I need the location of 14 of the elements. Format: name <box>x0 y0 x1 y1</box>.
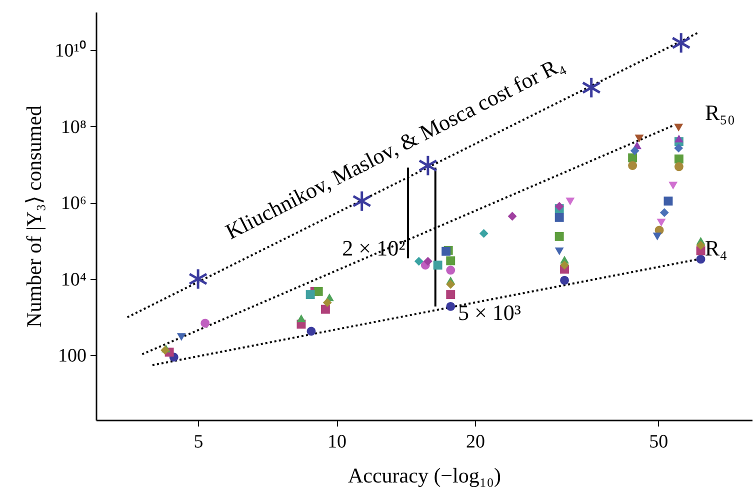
x-axis-title: Accuracy (−log₁₀) <box>348 464 502 488</box>
y-tick-label: 10⁶ <box>60 193 86 214</box>
annotation: 5 × 10³ <box>458 300 522 325</box>
x-tick-label: 50 <box>649 432 668 452</box>
y-tick-label: 10¹⁰ <box>54 40 86 62</box>
y-axis-title: Number of |Y₃⟩ consumed <box>22 105 46 328</box>
annotation: R₅₀ <box>705 100 736 125</box>
y-tick-label: 10⁸ <box>60 116 86 138</box>
x-tick-label: 10 <box>328 432 347 452</box>
x-tick-label: 20 <box>466 432 486 452</box>
y-tick-label: 10⁴ <box>60 269 87 290</box>
y-tick-label: 100 <box>58 346 86 367</box>
x-tick-label: 5 <box>194 432 204 452</box>
annotation: R₄ <box>704 235 728 260</box>
